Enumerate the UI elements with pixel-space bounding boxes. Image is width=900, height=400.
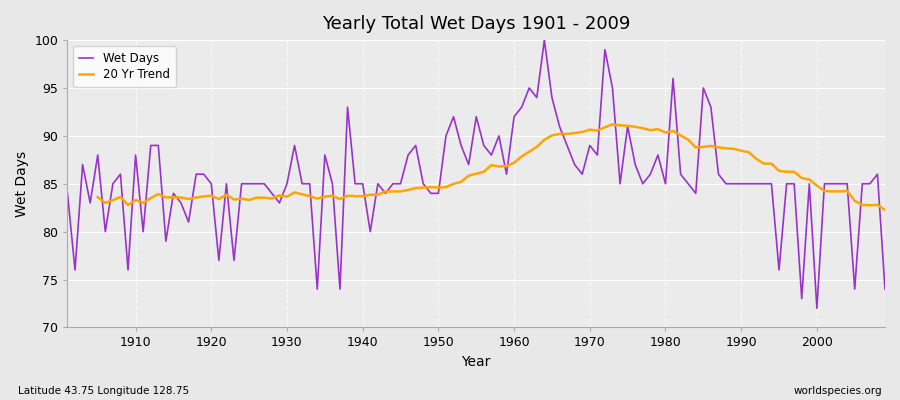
20 Yr Trend	[668, 129, 679, 134]
Text: Latitude 43.75 Longitude 128.75: Latitude 43.75 Longitude 128.75	[18, 386, 189, 396]
Wet Days	[122, 268, 133, 272]
20 Yr Trend	[198, 194, 209, 199]
20 Yr Trend	[879, 208, 890, 212]
X-axis label: Year: Year	[462, 355, 490, 369]
20 Yr Trend	[433, 185, 444, 190]
Wet Days	[289, 143, 300, 148]
Line: 20 Yr Trend: 20 Yr Trend	[98, 124, 885, 210]
Y-axis label: Wet Days: Wet Days	[15, 151, 29, 217]
Wet Days	[335, 287, 346, 292]
Wet Days	[501, 172, 512, 176]
Line: Wet Days: Wet Days	[68, 40, 885, 308]
Wet Days	[508, 114, 519, 119]
Wet Days	[62, 191, 73, 196]
Wet Days	[879, 287, 890, 292]
20 Yr Trend	[608, 122, 618, 127]
Wet Days	[539, 38, 550, 42]
Wet Days	[812, 306, 823, 311]
Title: Yearly Total Wet Days 1901 - 2009: Yearly Total Wet Days 1901 - 2009	[322, 15, 630, 33]
Wet Days	[608, 86, 618, 90]
20 Yr Trend	[100, 200, 111, 205]
20 Yr Trend	[872, 202, 883, 207]
20 Yr Trend	[93, 195, 104, 200]
20 Yr Trend	[675, 133, 686, 138]
Legend: Wet Days, 20 Yr Trend: Wet Days, 20 Yr Trend	[74, 46, 176, 87]
Text: worldspecies.org: worldspecies.org	[794, 386, 882, 396]
